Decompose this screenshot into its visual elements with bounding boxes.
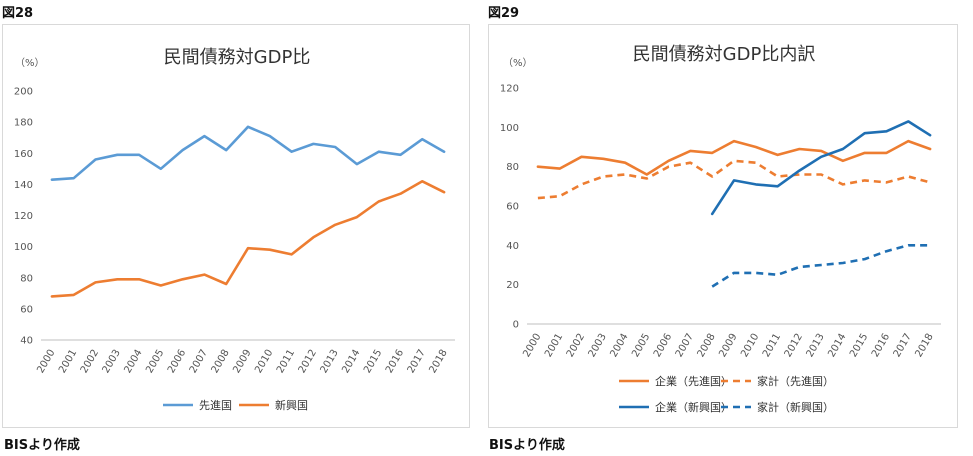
x-tick-label: 2016 (870, 332, 892, 360)
series-line-3 (710, 120, 932, 216)
series-line-4 (711, 244, 931, 288)
x-tick-label: 2014 (826, 332, 848, 360)
x-tick-label: 2009 (717, 332, 739, 360)
y-tick-label: 160 (14, 149, 33, 160)
y-tick-label: 200 (14, 87, 33, 98)
x-tick-label: 2018 (427, 348, 449, 376)
figure-label-28: 図28 (2, 6, 34, 21)
y-tick-label: 120 (14, 211, 33, 222)
legend-label: 家計（先進国） (757, 374, 834, 388)
y-tick-label: 40 (506, 241, 519, 252)
x-tick-label: 2002 (79, 348, 101, 376)
y-tick-label: 40 (20, 336, 33, 347)
legend-label: 家計（新興国） (757, 400, 834, 414)
legend-label: 新興国 (275, 398, 308, 412)
series-line-2 (537, 159, 931, 200)
y-tick-label: 100 (14, 242, 33, 253)
x-tick-label: 2013 (319, 348, 341, 376)
x-tick-label: 2007 (188, 348, 210, 376)
x-tick-label: 2011 (761, 332, 783, 360)
y-tick-label: 80 (506, 162, 519, 173)
figure-label-29: 図29 (488, 6, 520, 21)
source-note-28: BISより作成 (4, 438, 80, 453)
x-tick-label: 2000 (35, 348, 57, 376)
source-note-29: BISより作成 (489, 438, 565, 453)
unit-label: （%） (15, 57, 45, 69)
x-tick-label: 2008 (210, 348, 232, 376)
x-tick-label: 2003 (587, 332, 609, 360)
chart-title: 民間債務対GDP比 (164, 47, 311, 68)
x-tick-label: 2005 (630, 332, 652, 360)
y-tick-label: 20 (506, 280, 519, 291)
x-tick-label: 2000 (521, 332, 543, 360)
x-tick-label: 2004 (122, 348, 144, 376)
series-line-2 (50, 180, 446, 298)
x-tick-label: 2003 (101, 348, 123, 376)
x-tick-label: 2014 (340, 348, 362, 376)
y-tick-label: 100 (500, 123, 519, 134)
y-tick-label: 80 (20, 273, 33, 284)
x-tick-label: 2005 (144, 348, 166, 376)
series-line-1 (50, 125, 446, 181)
x-tick-label: 2001 (543, 332, 565, 360)
chart-28: 民間債務対GDP比 （%） 40 60 80 100 120 140 160 180 200 2000… (14, 47, 455, 412)
chart-title: 民間債務対GDP比内訳 (633, 44, 816, 65)
chart-panel-29: 民間債務対GDP比内訳 （%） 0 20 40 60 80 100 120 2000 2001 200… (488, 24, 958, 428)
chart-panel-28: 民間債務対GDP比 （%） 40 60 80 100 120 140 160 180 200 2000… (2, 24, 470, 428)
x-tick-label: 2012 (783, 332, 805, 360)
x-tick-label: 2007 (674, 332, 696, 360)
x-tick-label: 2013 (805, 332, 827, 360)
legend-label: 企業（新興国） (655, 400, 732, 414)
y-tick-label: 120 (500, 84, 519, 95)
x-tick-label: 2009 (231, 348, 253, 376)
x-tick-label: 2017 (406, 348, 428, 376)
x-tick-label: 2018 (913, 332, 935, 360)
unit-label: （%） (503, 57, 533, 69)
x-tick-label: 2012 (297, 348, 319, 376)
y-tick-label: 60 (20, 304, 33, 315)
x-tick-label: 2015 (362, 348, 384, 376)
x-tick-label: 2008 (696, 332, 718, 360)
legend-label: 企業（先進国） (655, 374, 732, 388)
x-tick-label: 2010 (739, 332, 761, 360)
x-tick-label: 2006 (652, 332, 674, 360)
x-tick-label: 2017 (892, 332, 914, 360)
series-line-1 (536, 139, 932, 176)
x-tick-label: 2016 (384, 348, 406, 376)
legend-label: 先進国 (199, 399, 232, 412)
y-tick-label: 140 (14, 180, 33, 191)
y-tick-label: 0 (513, 320, 519, 331)
x-tick-label: 2006 (166, 348, 188, 376)
y-tick-label: 180 (14, 118, 33, 129)
x-tick-label: 2001 (57, 348, 79, 376)
x-tick-label: 2010 (253, 348, 275, 376)
y-tick-label: 60 (506, 202, 519, 213)
x-tick-label: 2002 (565, 332, 587, 360)
x-tick-label: 2004 (608, 332, 630, 360)
x-tick-label: 2011 (275, 348, 297, 376)
x-tick-label: 2015 (848, 332, 870, 360)
